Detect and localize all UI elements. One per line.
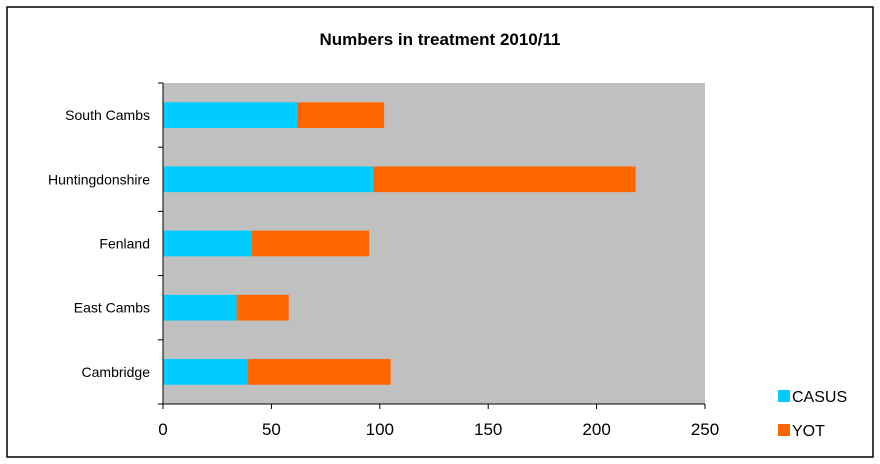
legend-label-casus: CASUS (792, 389, 847, 406)
bar-casus-cambridge (163, 359, 248, 385)
legend-swatch-casus (778, 390, 790, 402)
y-tick-label-huntingdonshire: Huntingdonshire (48, 171, 150, 187)
bar-yot-south-cambs (297, 102, 385, 128)
bar-yot-fenland (251, 230, 369, 257)
bar-casus-fenland (163, 230, 252, 257)
bar-yot-huntingdonshire (373, 166, 636, 193)
bar-casus-south-cambs (163, 102, 298, 128)
bar-yot-east-cambs (236, 294, 289, 321)
legend-swatch-yot (778, 424, 790, 436)
x-tick-label-150: 150 (474, 420, 502, 439)
x-ticks-group: 0 50 100 150 200 250 (158, 404, 719, 439)
y-ticks-group: South Cambs Huntingdonshire Fenland East Ca… (48, 82, 163, 405)
x-tick-label-250: 250 (691, 420, 719, 439)
y-tick-label-east-cambs: East Cambs (74, 300, 150, 316)
chart-title: Numbers in treatment 2010/11 (320, 30, 561, 49)
y-tick-label-south-cambs: South Cambs (65, 107, 150, 123)
y-tick-label-fenland: Fenland (99, 236, 150, 252)
legend-label-yot: YOT (792, 423, 825, 440)
x-tick-label-50: 50 (262, 420, 281, 439)
bars-group (163, 102, 636, 385)
bar-yot-cambridge (247, 359, 391, 385)
x-tick-label-100: 100 (366, 420, 394, 439)
x-tick-label-0: 0 (158, 420, 167, 439)
legend: CASUS YOT (778, 389, 847, 440)
y-tick-label-cambridge: Cambridge (82, 364, 151, 380)
bar-casus-east-cambs (163, 294, 237, 321)
bar-casus-huntingdonshire (163, 166, 374, 193)
x-tick-label-200: 200 (582, 420, 610, 439)
